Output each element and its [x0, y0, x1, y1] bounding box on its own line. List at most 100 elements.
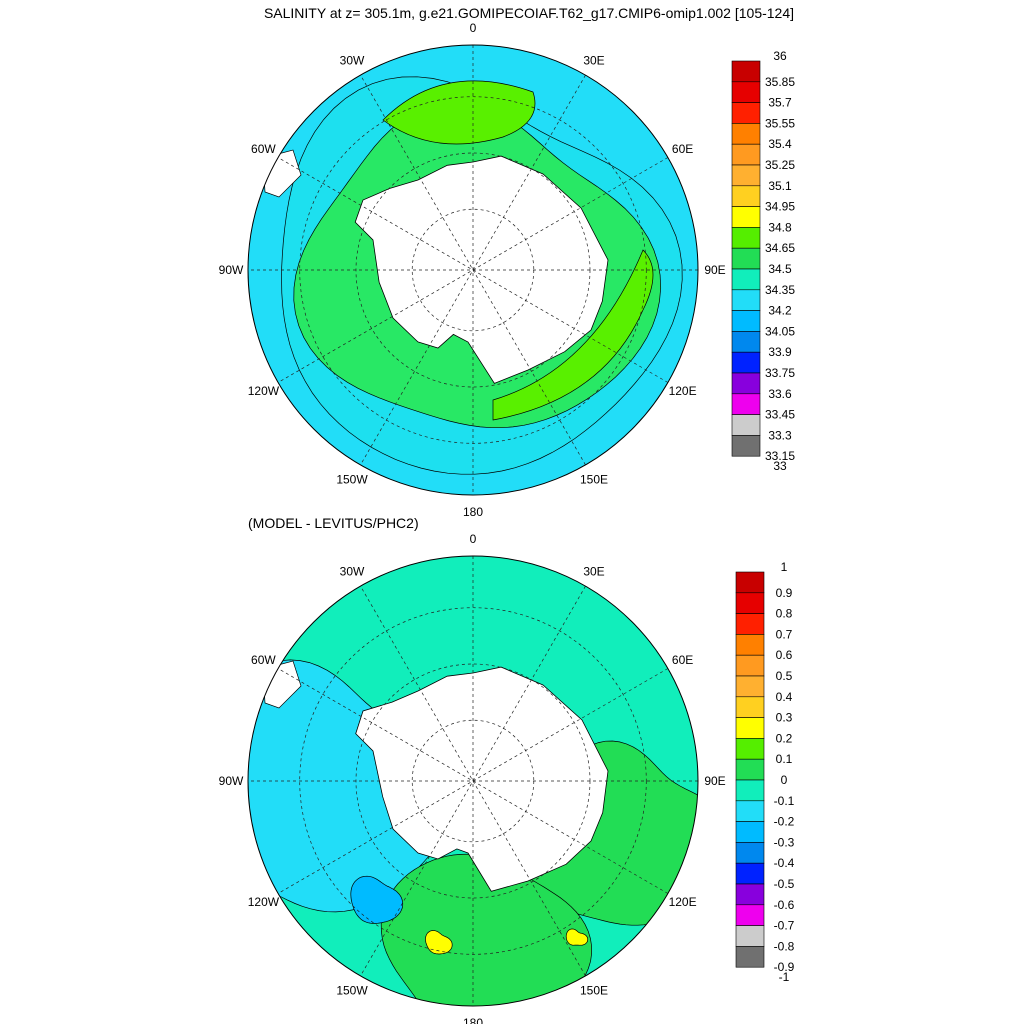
colorbar-tick-label: -0.4	[774, 856, 795, 870]
colorbar-tick-label: 0.1	[776, 752, 793, 766]
longitude-label: 60E	[672, 142, 693, 156]
longitude-label: 120W	[248, 384, 280, 398]
colorbar-swatch	[735, 571, 765, 594]
colorbar-tick-label: -0.7	[774, 919, 795, 933]
colorbar-tick-label: 34.05	[765, 324, 795, 338]
longitude-label: 30W	[340, 564, 365, 578]
difference-map-panel: 0 30E 60E 90E 120E 150E 180 150W 120W 90W 60W 30W	[219, 532, 726, 1024]
colorbar-tick-label: 34.5	[768, 262, 792, 276]
colorbar-tick-label: 0.6	[776, 648, 793, 662]
antarctica-land	[355, 666, 609, 892]
colorbar-swatch	[731, 393, 761, 415]
colorbar-swatch	[731, 289, 761, 311]
colorbar-tick-label: 33.75	[765, 366, 795, 380]
colorbar-tick-label: 36	[773, 49, 787, 63]
colorbar-swatch	[731, 227, 761, 249]
colorbar-tick-label: 34.65	[765, 241, 795, 255]
colorbar-tick-label: 33.15	[765, 449, 795, 463]
colorbar-swatch	[735, 883, 765, 906]
colorbar-tick-label: 34.2	[768, 304, 792, 318]
salinity-map-panel: 0 30E 60E 90E 120E 150E 180 150W 120W 90W 60W 30W	[219, 21, 726, 519]
longitude-label: 0	[470, 532, 477, 546]
colorbar-swatch	[731, 331, 761, 353]
colorbar-swatch	[731, 247, 761, 270]
colorbar-tick-label: 0.4	[776, 690, 793, 704]
colorbar-tick-label: 33.6	[768, 387, 792, 401]
colorbar-tick-label: 0.2	[776, 731, 793, 745]
colorbar-swatch	[735, 738, 765, 760]
difference-strong-negative-region	[350, 875, 404, 924]
colorbar-tick-label: -0.6	[774, 898, 795, 912]
longitude-label: 120E	[669, 895, 697, 909]
colorbar-swatch	[731, 185, 761, 207]
colorbar-tick-label: 35.4	[768, 137, 792, 151]
longitude-label: 60W	[251, 653, 276, 667]
difference-subtitle: (MODEL - LEVITUS/PHC2)	[248, 515, 419, 531]
graticule	[248, 556, 698, 1006]
longitude-label: 150W	[336, 473, 368, 487]
figure-title: SALINITY at z= 305.1m, g.e21.GOMIPECOIAF…	[264, 5, 794, 21]
colorbar-swatch	[731, 164, 761, 187]
colorbar-swatch	[731, 123, 761, 145]
salinity-colorbar: 36 35.85 35.7 35.55 35.4 35.25 35.1 34.95 34.8 34…	[731, 49, 795, 473]
colorbar-tick-label: 35.1	[768, 179, 792, 193]
longitude-label: 180	[463, 505, 483, 519]
longitude-label: 90W	[219, 263, 244, 277]
longitude-label: 120W	[248, 895, 280, 909]
colorbar-tick-label: 0.7	[776, 627, 793, 641]
longitude-label: 30E	[583, 564, 604, 578]
difference-colorbar: 1 0.9 0.8 0.7 0.6 0.5 0.4 0.3 0.2 0.1 0 -0.1 -0.2 -0.…	[735, 560, 795, 984]
colorbar-swatch	[735, 654, 765, 677]
colorbar-swatch	[735, 821, 765, 843]
colorbar-tick-label: -0.2	[774, 815, 795, 829]
colorbar-tick-label: 33.45	[765, 408, 795, 422]
salinity-high-region	[492, 249, 654, 421]
longitude-label: 180	[463, 1016, 483, 1024]
longitude-label: 60E	[672, 653, 693, 667]
colorbar-swatch	[735, 675, 765, 698]
colorbar-tick-label: -0.5	[774, 877, 795, 891]
colorbar-tick-label: -0.9	[774, 960, 795, 974]
colorbar-tick-label: 0.8	[776, 607, 793, 621]
longitude-label: 150E	[580, 984, 608, 998]
colorbar-swatch	[735, 758, 765, 781]
colorbar-swatch	[735, 904, 765, 926]
colorbar-swatch	[735, 634, 765, 656]
colorbar-swatch	[731, 206, 761, 228]
colorbar-swatch	[735, 779, 765, 802]
colorbar-tick-label: -0.3	[774, 835, 795, 849]
longitude-label: 90W	[219, 774, 244, 788]
longitude-label: 150W	[336, 984, 368, 998]
colorbar-swatch	[735, 592, 765, 614]
colorbar-swatch	[731, 351, 761, 374]
colorbar-swatch	[731, 414, 761, 436]
colorbar-tick-label: 33.9	[768, 345, 792, 359]
longitude-label: 30W	[340, 53, 365, 67]
colorbar-tick-label: 0.3	[776, 711, 793, 725]
colorbar-swatch	[731, 310, 761, 332]
map-border	[247, 555, 699, 1007]
colorbar-swatch	[735, 696, 765, 718]
colorbar-swatch	[731, 143, 761, 166]
salinity-high-region	[382, 80, 536, 145]
colorbar-swatch	[735, 946, 765, 968]
longitude-label: 90E	[704, 263, 725, 277]
colorbar-tick-label: 34.35	[765, 283, 795, 297]
colorbar-tick-label: 34.8	[768, 220, 792, 234]
longitude-label: 30E	[583, 53, 604, 67]
colorbar-swatch	[731, 268, 761, 291]
colorbar-tick-label: -0.1	[774, 794, 795, 808]
colorbar-swatch	[731, 102, 761, 124]
colorbar-tick-label: 0	[781, 773, 788, 787]
colorbar-tick-label: 35.25	[765, 158, 795, 172]
colorbar-tick-label: 35.85	[765, 75, 795, 89]
colorbar-swatch	[731, 372, 761, 395]
longitude-label: 90E	[704, 774, 725, 788]
map-border	[247, 44, 699, 496]
colorbar-tick-label: 33	[773, 459, 787, 473]
colorbar-swatch	[735, 862, 765, 885]
colorbar-swatch	[735, 925, 765, 947]
difference-peak-region	[425, 930, 453, 955]
colorbar-tick-label: 0.5	[776, 669, 793, 683]
